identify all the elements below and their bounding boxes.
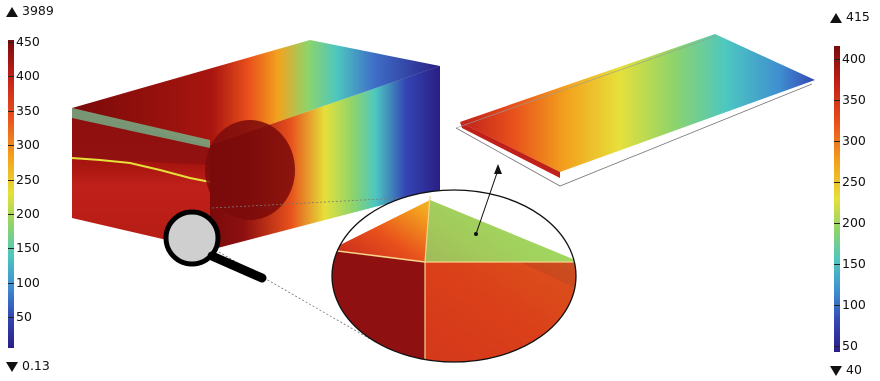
left-min-value: 0.13 [22,358,50,373]
right-colorbar-max: 415 [830,10,870,24]
colorbar-tick-label: 200 [842,215,866,230]
max-arrow-icon [830,12,842,23]
left-max-value: 3989 [22,3,54,18]
colorbar-tick-label: 100 [16,274,40,290]
colorbar-tick-label: 100 [842,297,866,312]
left-colorbar-max: 3989 [6,4,54,18]
colorbar-tick [8,42,14,43]
colorbar-tick [8,282,14,284]
colorbar-tick-label: 450 [16,34,40,49]
colorbar-tick [8,179,14,181]
colorbar-tick-label: 400 [842,51,866,66]
min-arrow-icon [830,365,842,376]
colorbar-tick [8,248,14,250]
colorbar-tick-label: 150 [842,256,866,271]
left-colorbar-min: 0.13 [6,359,50,373]
colorbar-tick [834,264,840,265]
colorbar-tick [8,145,14,147]
colorbar-tick [834,346,840,347]
zoom-detail [332,190,576,362]
colorbar-tick-label: 50 [842,338,858,353]
colorbar-tick [834,59,840,60]
plate [460,34,815,172]
colorbar-tick-label: 150 [16,240,40,256]
colorbar-tick [834,100,840,101]
colorbar-tick [834,223,840,224]
colorbar-tick [8,214,14,215]
colorbar-tick [8,317,14,319]
colorbar-tick-label: 250 [842,174,866,189]
colorbar-tick [8,110,14,112]
colorbar-tick-label: 250 [16,171,40,187]
colorbar-tick [834,305,840,306]
magnifier-icon [163,209,267,283]
right-max-value: 415 [846,9,870,24]
right-min-value: 40 [846,362,862,377]
colorbar-tick-label: 350 [842,92,866,107]
colorbar-tick-label: 350 [16,102,40,118]
right-colorbar [834,46,840,352]
colorbar-tick [834,141,840,142]
colorbar-tick-label: 50 [16,309,32,325]
colorbar-tick-label: 300 [842,133,866,148]
colorbar-tick [834,182,840,183]
left-colorbar [8,40,14,348]
colorbar-tick-label: 200 [16,206,40,221]
colorbar-tick [8,76,14,78]
block-top-face [72,40,440,145]
colorbar-tick-label: 400 [16,68,40,84]
min-arrow-icon [6,361,18,372]
max-arrow-icon [6,6,18,17]
right-colorbar-min: 40 [830,363,862,377]
colorbar-tick-label: 300 [16,137,40,153]
